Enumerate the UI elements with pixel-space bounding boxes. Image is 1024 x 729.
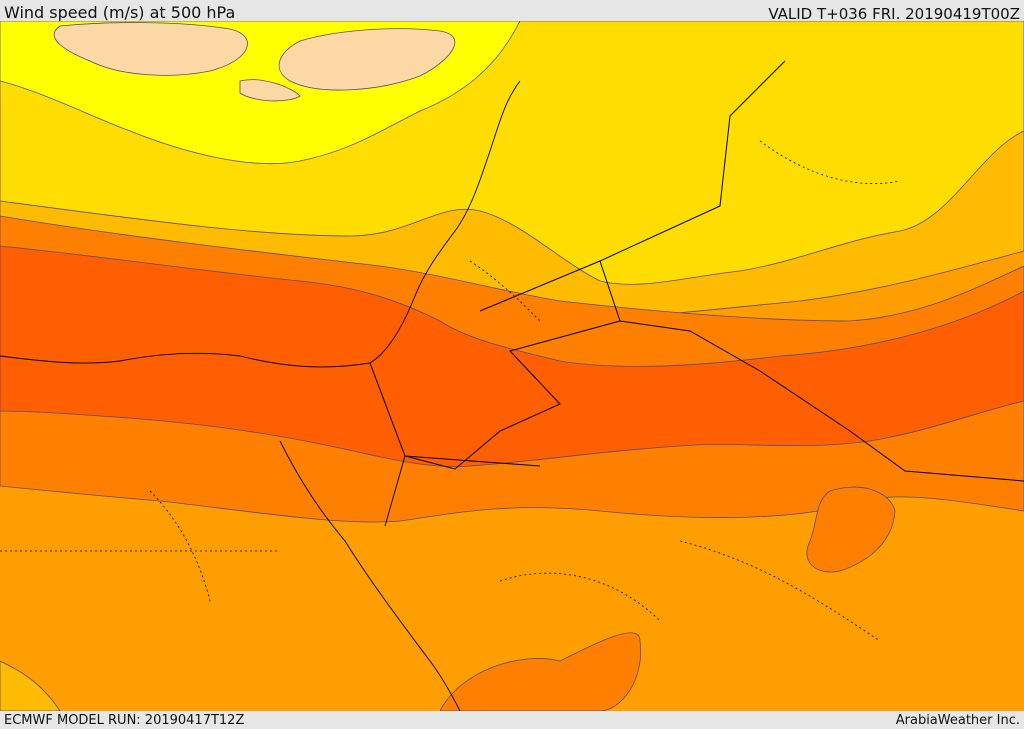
band-lightest-a — [53, 22, 248, 76]
band-strongest — [0, 245, 1024, 467]
border-lines — [369, 60, 1024, 482]
valid-time-label: VALID T+036 FRI. 20190419T00Z — [768, 5, 1020, 23]
pocket-strong-east — [806, 486, 896, 573]
pocket-strong-south — [439, 632, 642, 711]
coastline-mediterranean — [0, 80, 521, 368]
wind-speed-map[interactable] — [0, 21, 1024, 711]
model-run-label: ECMWF MODEL RUN: 20190417T12Z — [4, 713, 245, 728]
band-lightest-b — [278, 28, 455, 91]
coastline-red-sea — [279, 440, 461, 711]
dotted-boundaries — [0, 140, 901, 642]
coastline-aqaba — [384, 455, 406, 527]
pocket-mid-southwest — [0, 660, 61, 711]
footer-bar: ECMWF MODEL RUN: 20190417T12Z ArabiaWeat… — [0, 711, 1024, 729]
band-lightest-c — [239, 79, 301, 102]
credit-label: ArabiaWeather Inc. — [895, 713, 1020, 728]
map-title: Wind speed (m/s) at 500 hPa — [4, 3, 236, 22]
header-bar: Wind speed (m/s) at 500 hPa VALID T+036 … — [0, 0, 1024, 23]
